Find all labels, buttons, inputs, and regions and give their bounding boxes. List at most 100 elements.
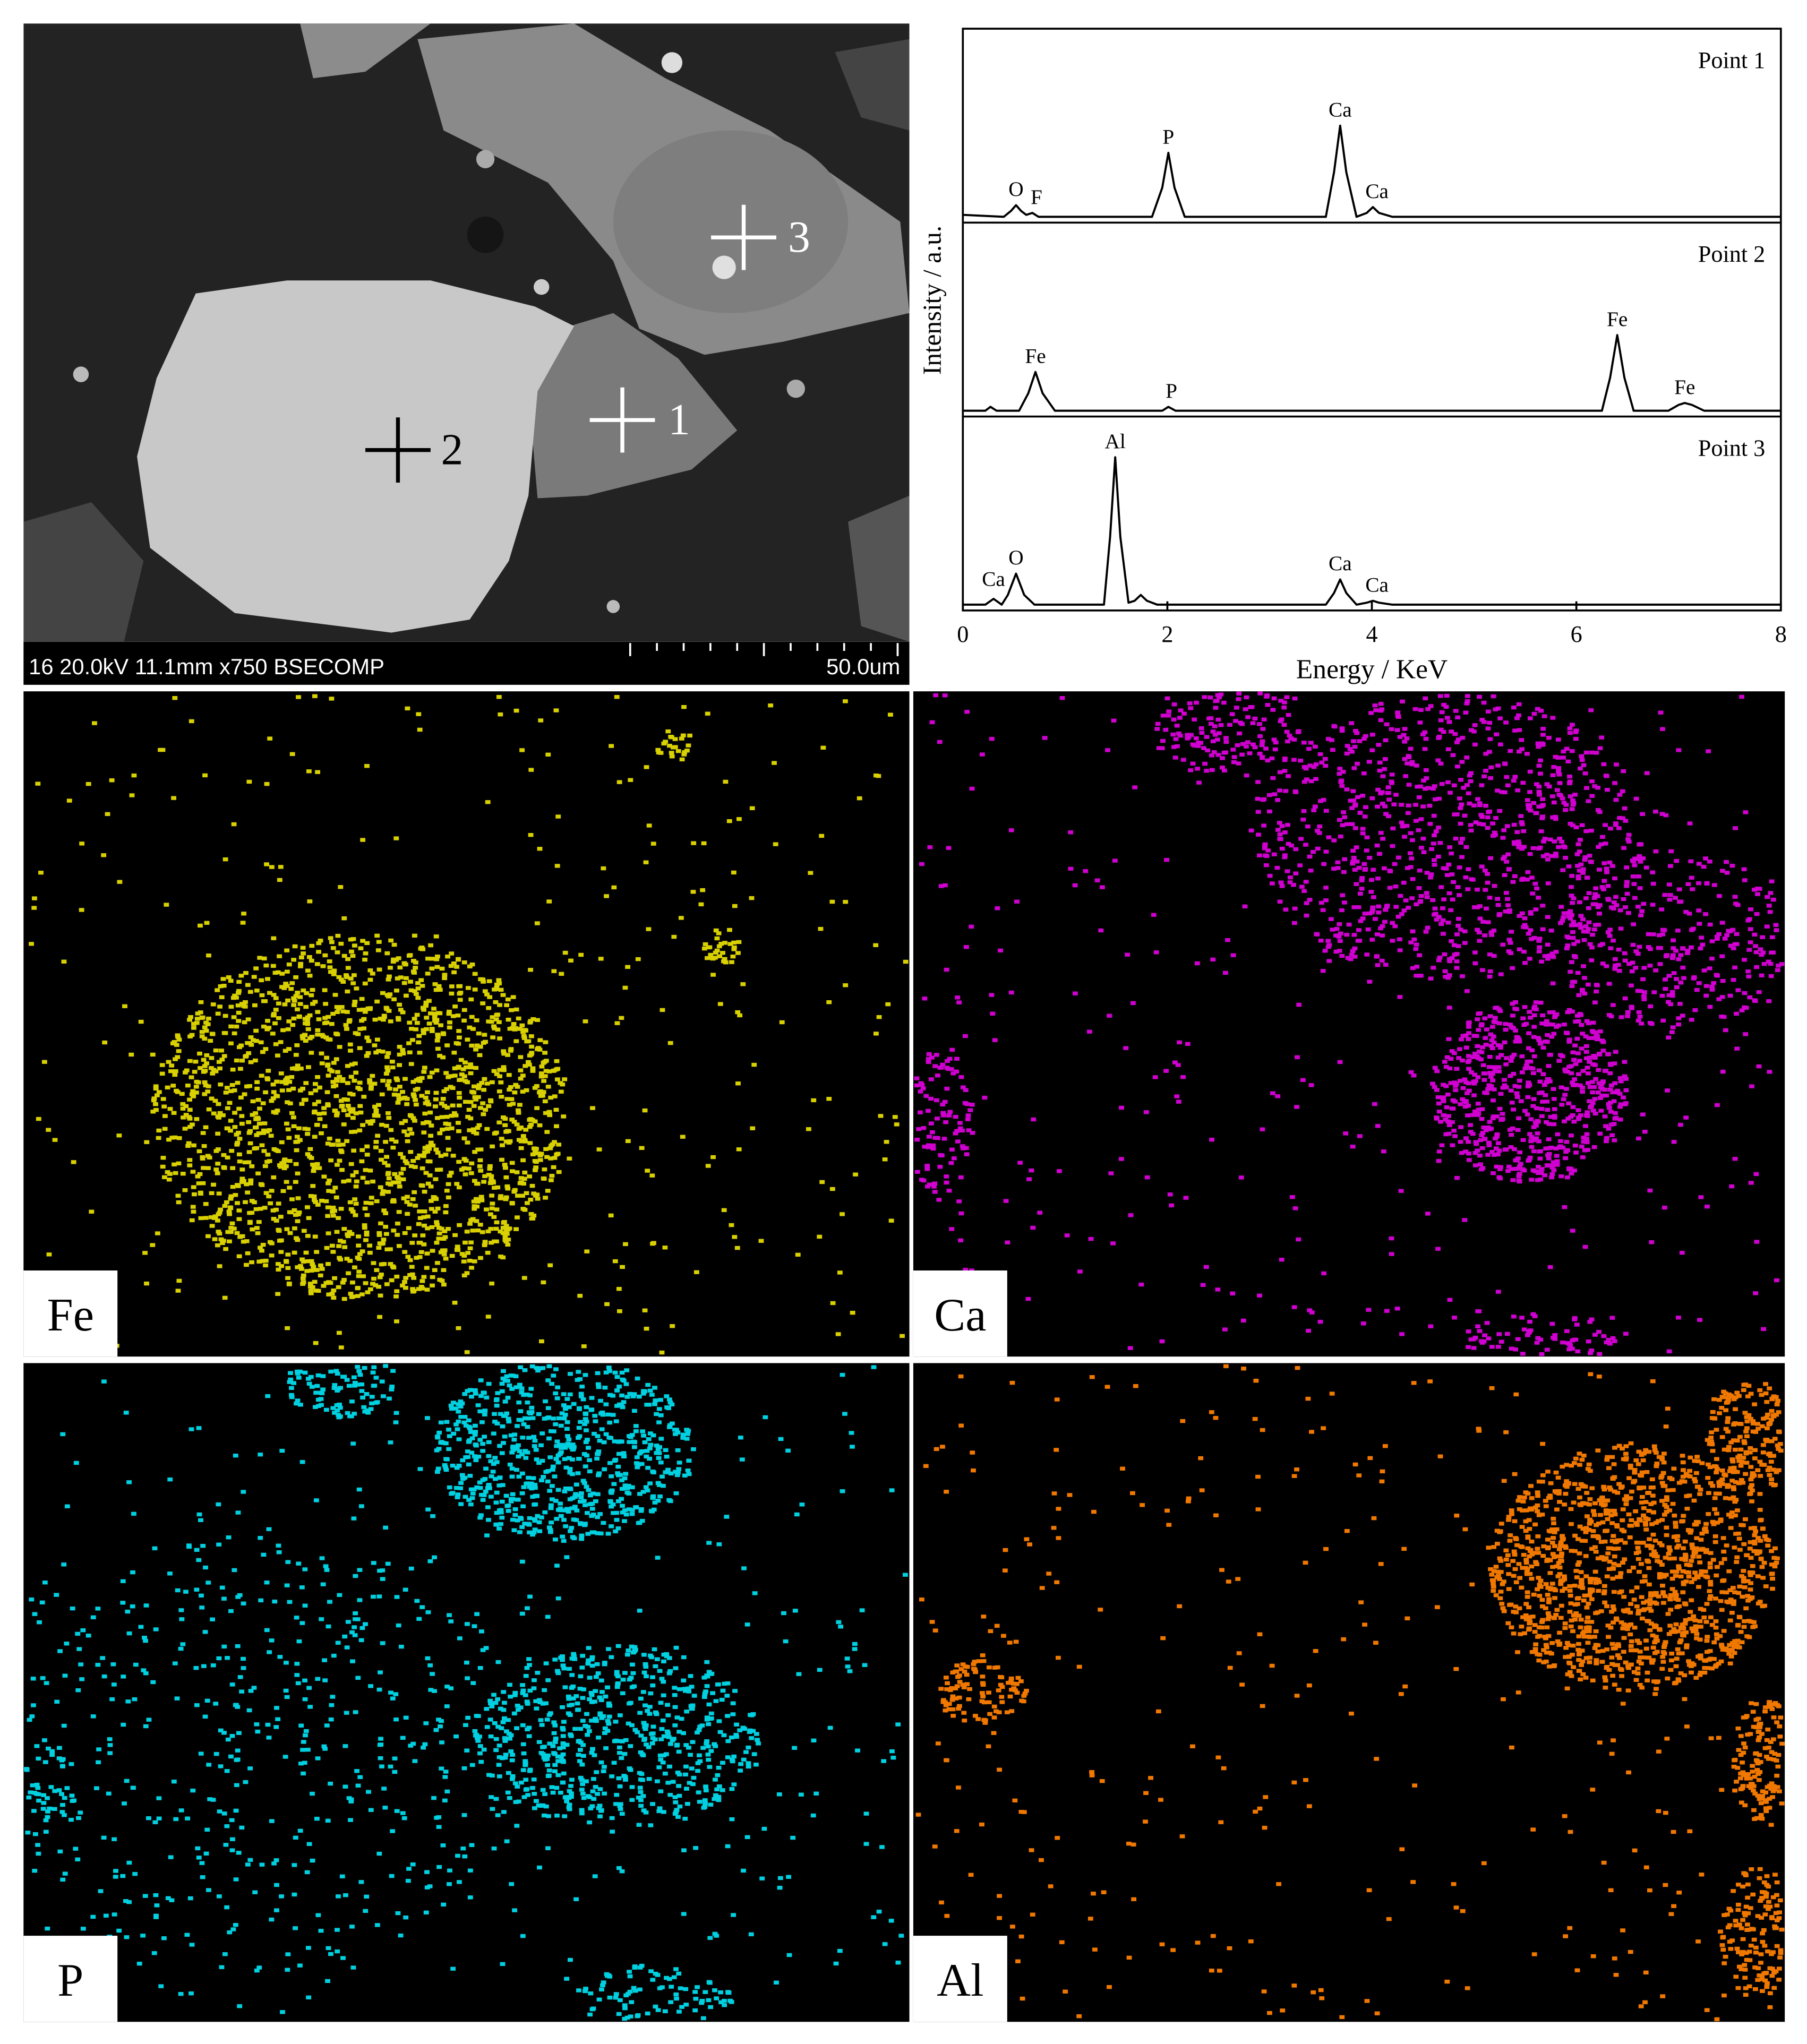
map-pixel	[1483, 1128, 1489, 1132]
map-pixel	[1344, 822, 1350, 826]
map-pixel	[434, 1116, 440, 1120]
map-pixel	[655, 1556, 661, 1560]
map-pixel	[468, 1218, 474, 1223]
map-pixel	[1488, 1075, 1494, 1079]
map-pixel	[1491, 694, 1496, 699]
map-pixel	[554, 1124, 559, 1128]
map-pixel	[340, 1281, 346, 1285]
map-pixel	[1573, 1150, 1579, 1155]
map-pixel	[412, 1165, 418, 1169]
map-pixel	[555, 1773, 561, 1777]
map-pixel	[1617, 1105, 1623, 1109]
map-pixel	[1505, 897, 1510, 901]
map-pixel	[350, 1092, 356, 1097]
map-pixel	[1487, 974, 1493, 979]
map-pixel	[257, 1106, 262, 1111]
map-pixel	[1409, 760, 1415, 765]
map-pixel	[345, 966, 351, 970]
map-pixel	[456, 1160, 462, 1164]
map-pixel	[953, 1114, 958, 1119]
map-pixel	[1536, 1165, 1541, 1169]
map-pixel	[512, 1507, 518, 1511]
map-pixel	[1592, 1097, 1598, 1101]
map-pixel	[1646, 932, 1651, 937]
map-pixel	[1470, 1132, 1476, 1136]
map-pixel	[1511, 1071, 1517, 1076]
map-pixel	[451, 961, 457, 966]
map-pixel	[396, 1097, 402, 1101]
map-pixel	[680, 1135, 686, 1139]
map-pixel	[32, 1612, 38, 1616]
map-pixel	[759, 1876, 765, 1880]
map-pixel	[1477, 916, 1483, 921]
map-pixel	[400, 1736, 406, 1740]
map-pixel	[1566, 1008, 1572, 1012]
map-pixel	[228, 1041, 234, 1045]
point-label: 2	[441, 426, 464, 475]
map-pixel	[1370, 905, 1376, 909]
map-pixel	[1662, 928, 1667, 932]
map-pixel	[1514, 830, 1520, 834]
map-pixel	[335, 1163, 340, 1167]
map-pixel	[1536, 1036, 1541, 1040]
map-pixel	[1210, 739, 1216, 743]
map-pixel	[1462, 1077, 1468, 1081]
map-pixel	[526, 1657, 532, 1661]
map-label: Fe	[47, 1289, 94, 1341]
map-pixel	[265, 1394, 271, 1398]
map-pixel	[1536, 1139, 1541, 1144]
map-pixel	[1572, 1168, 1578, 1173]
map-pixel	[246, 1160, 252, 1164]
map-pixel	[321, 1284, 327, 1288]
map-pixel	[443, 1204, 449, 1208]
map-pixel	[1566, 1040, 1572, 1044]
map-pixel	[1641, 994, 1647, 999]
map-pixel	[404, 976, 409, 981]
map-pixel	[1352, 868, 1358, 872]
map-pixel	[373, 1108, 379, 1113]
map-pixel	[1462, 813, 1468, 818]
map-pixel	[1471, 1337, 1477, 1342]
y-axis-label: Intensity / a.u.	[918, 226, 947, 375]
map-pixel	[356, 1274, 362, 1278]
map-pixel	[1544, 1120, 1549, 1124]
map-pixel	[335, 1070, 340, 1074]
map-pixel	[1540, 1045, 1546, 1050]
map-pixel	[1537, 1149, 1543, 1154]
map-pixel	[311, 1165, 317, 1170]
map-pixel	[212, 1237, 218, 1241]
map-pixel	[873, 943, 879, 947]
map-pixel	[1532, 1120, 1538, 1124]
map-pixel	[1742, 878, 1748, 882]
map-pixel	[309, 1051, 314, 1055]
map-pixel	[549, 1144, 554, 1148]
map-pixel	[1694, 987, 1700, 992]
map-pixel	[1528, 809, 1534, 813]
map-pixel	[750, 1126, 756, 1130]
map-pixel	[1595, 786, 1600, 790]
map-pixel	[273, 1207, 279, 1212]
map-pixel	[477, 1164, 483, 1169]
map-pixel	[1341, 870, 1347, 874]
map-pixel	[286, 1136, 292, 1140]
map-pixel	[325, 1214, 331, 1218]
map-pixel	[1210, 957, 1216, 961]
map-pixel	[185, 1816, 191, 1820]
map-pixel	[329, 1703, 335, 1707]
map-pixel	[202, 773, 208, 778]
map-pixel	[498, 1080, 504, 1085]
map-pixel	[142, 1251, 148, 1255]
map-pixel	[1313, 777, 1319, 781]
map-pixel	[1577, 849, 1582, 854]
map-pixel	[259, 1073, 264, 1078]
map-pixel	[949, 1047, 955, 1052]
map-pixel	[1573, 736, 1579, 741]
map-pixel	[1261, 797, 1267, 802]
map-pixel	[521, 1276, 527, 1280]
map-pixel	[293, 975, 298, 980]
map-pixel	[409, 1265, 415, 1269]
map-pixel	[404, 1102, 410, 1106]
map-pixel	[281, 986, 287, 990]
map-pixel	[931, 1184, 937, 1189]
map-pixel	[1670, 953, 1676, 957]
